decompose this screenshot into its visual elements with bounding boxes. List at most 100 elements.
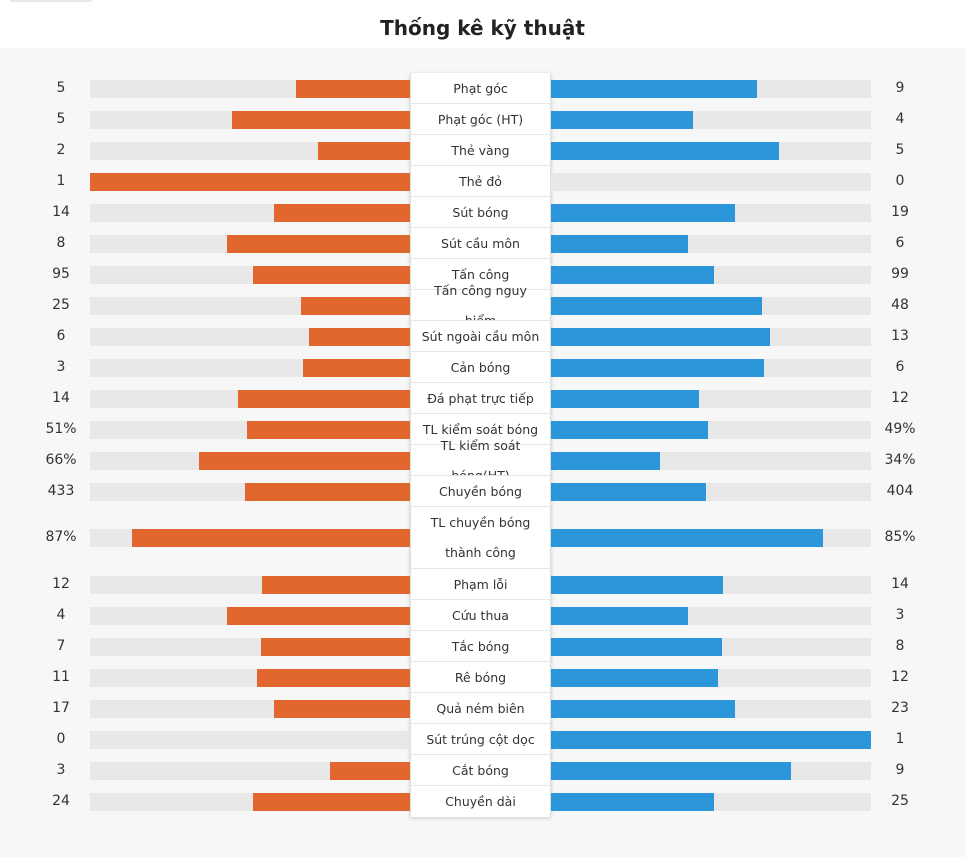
away-value: 19 [891, 203, 909, 220]
stat-label-text: Sút bóng [452, 204, 509, 220]
home-bar [90, 172, 410, 191]
away-bar [551, 668, 718, 687]
home-bar-track [90, 234, 410, 253]
away-bar-track [551, 234, 871, 253]
label-separator [410, 506, 551, 507]
away-bar-track [551, 730, 871, 749]
home-value: 12 [52, 575, 70, 592]
stat-label: TL chuyền bóng thành công [410, 507, 551, 569]
label-separator [410, 289, 551, 290]
away-bar-track [551, 575, 871, 594]
home-value: 17 [52, 699, 70, 716]
label-separator [410, 444, 551, 445]
home-bar [262, 575, 410, 594]
stat-label: Thẻ đỏ [410, 166, 551, 197]
away-bar [551, 761, 791, 780]
away-value: 99 [891, 265, 909, 282]
home-bar [274, 699, 410, 718]
home-value: 0 [56, 730, 66, 747]
label-separator [410, 134, 551, 135]
label-separator [410, 103, 551, 104]
stat-label: Quả ném biên [410, 693, 551, 724]
away-bar-track [551, 668, 871, 687]
home-bar-track [90, 389, 410, 408]
away-bar [551, 234, 688, 253]
away-bar [551, 575, 723, 594]
label-separator [410, 630, 551, 631]
home-value: 87% [45, 529, 77, 545]
home-bar [274, 203, 410, 222]
home-bar-track [90, 358, 410, 377]
away-bar [551, 79, 757, 98]
stat-label: Tấn công nguy hiểm [410, 283, 551, 328]
home-value: 66% [45, 451, 77, 468]
stat-label: Chuyền bóng [410, 476, 551, 507]
away-value: 404 [886, 482, 914, 499]
away-bar [551, 637, 722, 656]
away-bar-track [551, 529, 871, 547]
label-separator [410, 754, 551, 755]
home-value: 5 [56, 79, 66, 96]
home-value: 1 [56, 172, 66, 189]
label-separator [410, 196, 551, 197]
stat-label-text: TL kiểm soát bóng [422, 421, 539, 437]
label-separator [410, 382, 551, 383]
home-value: 5 [56, 110, 66, 127]
home-bar [245, 482, 410, 501]
stat-label: Phạt góc [410, 73, 551, 104]
top-tab-indicator [10, 0, 92, 2]
away-bar [551, 327, 770, 346]
away-bar [551, 482, 706, 501]
away-bar-track [551, 482, 871, 501]
away-bar-track [551, 606, 871, 625]
stat-label-text: Chuyền dài [445, 793, 516, 809]
away-bar-track [551, 451, 871, 470]
label-separator [410, 413, 551, 414]
home-bar-track [90, 761, 410, 780]
stat-label: Đá phạt trực tiếp [410, 383, 551, 414]
home-bar [303, 358, 410, 377]
home-bar-track [90, 296, 410, 315]
home-value: 3 [56, 358, 66, 375]
away-value: 8 [895, 637, 905, 654]
away-value: 9 [895, 79, 905, 96]
home-bar-track [90, 110, 410, 129]
home-bar-track [90, 265, 410, 284]
home-value: 51% [45, 420, 77, 437]
label-separator [410, 165, 551, 166]
label-separator [410, 661, 551, 662]
away-value: 3 [895, 606, 905, 623]
home-bar-track [90, 79, 410, 98]
home-bar [253, 265, 410, 284]
home-bar-track [90, 699, 410, 718]
away-value: 6 [895, 234, 905, 251]
away-value: 25 [891, 792, 909, 809]
away-bar [551, 451, 660, 470]
away-value: 49% [884, 420, 916, 437]
stat-label-text: Sút ngoài cầu môn [421, 328, 540, 344]
away-bar-track [551, 296, 871, 315]
home-value: 14 [52, 203, 70, 220]
away-bar [551, 296, 762, 315]
home-value: 433 [47, 482, 75, 499]
away-bar [551, 699, 735, 718]
away-value: 12 [891, 389, 909, 406]
label-separator [410, 475, 551, 476]
away-bar [551, 203, 735, 222]
label-separator [410, 258, 551, 259]
home-bar-track [90, 482, 410, 501]
home-bar-track [90, 529, 410, 547]
home-bar-track [90, 637, 410, 656]
away-bar [551, 141, 779, 160]
away-bar [551, 265, 714, 284]
away-value: 14 [891, 575, 909, 592]
stat-label: Tấn công [410, 259, 551, 290]
label-separator [410, 723, 551, 724]
home-bar-track [90, 451, 410, 470]
away-bar-track [551, 79, 871, 98]
away-bar-track [551, 699, 871, 718]
away-bar-track [551, 172, 871, 191]
away-value: 9 [895, 761, 905, 778]
stat-label-text: Cản bóng [450, 359, 511, 375]
home-bar-track [90, 575, 410, 594]
